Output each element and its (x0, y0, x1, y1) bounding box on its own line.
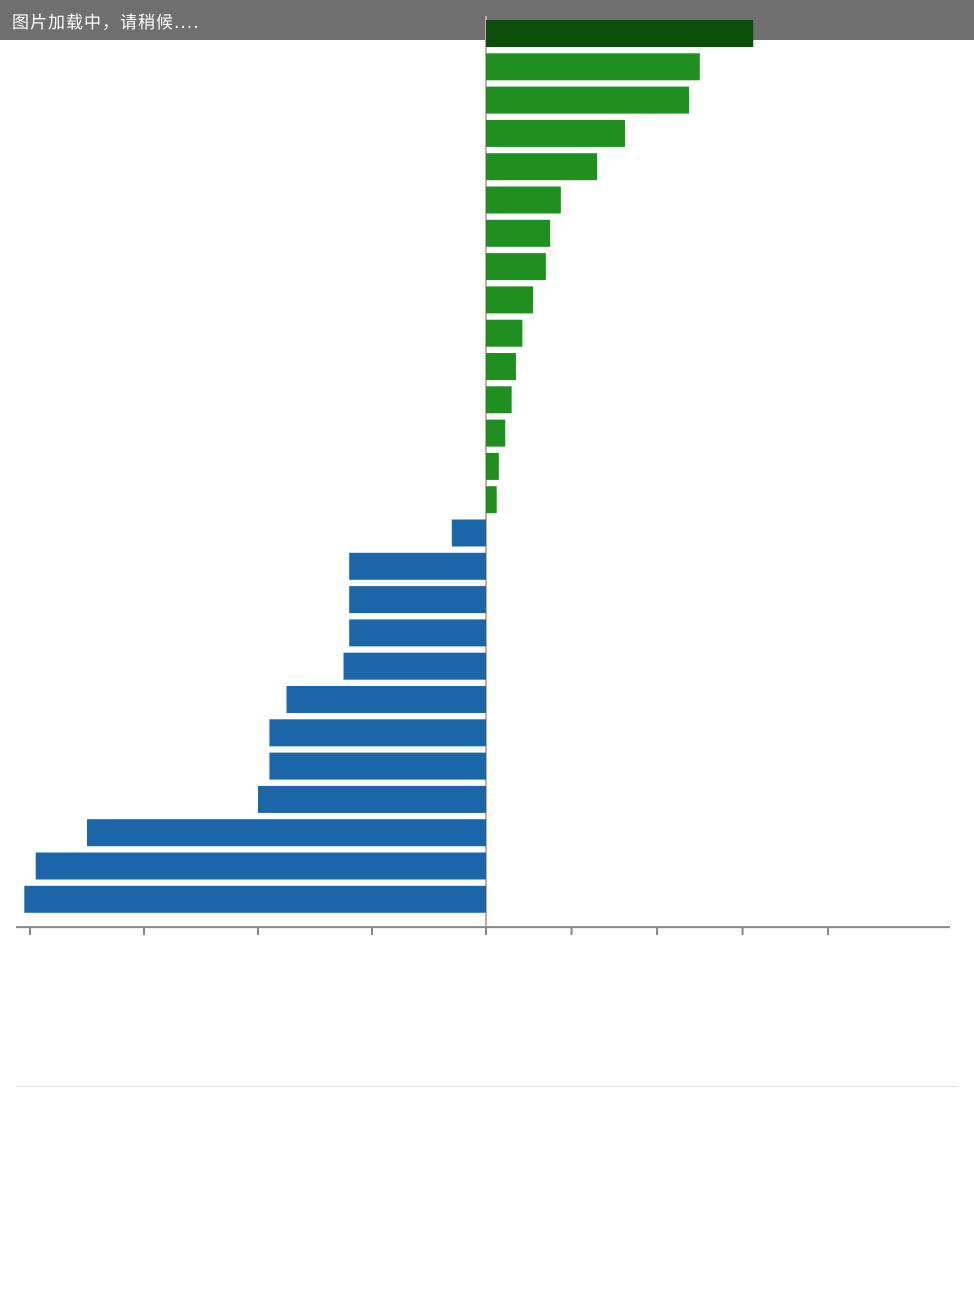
bar (486, 186, 561, 214)
bar (486, 86, 690, 114)
bar (24, 885, 487, 913)
bar (35, 852, 486, 880)
bar (486, 419, 506, 447)
bar (349, 552, 486, 580)
bar (269, 752, 486, 780)
bar (87, 819, 486, 847)
loading-overlay-text: 图片加载中，请稍候.... (12, 12, 200, 33)
bar (486, 286, 534, 314)
caption-divider (16, 1086, 958, 1087)
bar (349, 619, 486, 647)
bar (486, 452, 499, 480)
bar (451, 519, 486, 547)
bar (343, 652, 486, 680)
bar (486, 486, 497, 514)
bar (269, 719, 486, 747)
bar (286, 686, 486, 713)
bar (486, 253, 546, 281)
bar (486, 219, 551, 247)
bar (486, 153, 598, 181)
bar (486, 386, 512, 414)
bar (349, 586, 486, 614)
bar (486, 20, 754, 47)
bar (258, 785, 486, 813)
bar (486, 119, 625, 147)
bar (486, 53, 700, 81)
bar (486, 319, 523, 347)
bar-chart (16, 16, 950, 936)
bar (486, 353, 516, 380)
